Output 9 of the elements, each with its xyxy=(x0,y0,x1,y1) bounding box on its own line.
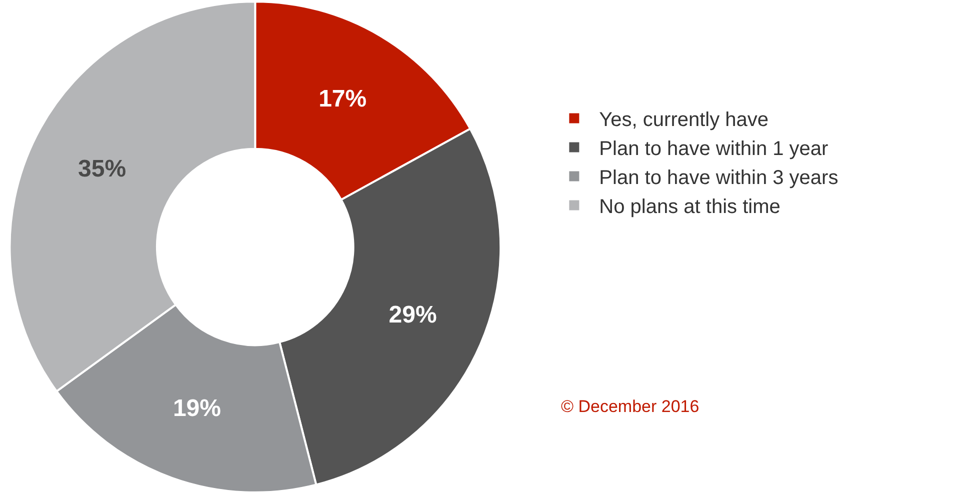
legend-label: Plan to have within 3 years xyxy=(599,167,838,190)
text: © December 2016 xyxy=(561,397,700,416)
legend-label: No plans at this time xyxy=(599,196,780,218)
legend-label: Plan to have within 1 year xyxy=(599,138,829,160)
data-label: 35% xyxy=(78,156,126,183)
data-label: 19% xyxy=(172,395,221,422)
data-label: 29% xyxy=(388,302,437,329)
data-label: 17% xyxy=(318,86,367,113)
legend-label: Yes, currently have xyxy=(599,109,769,132)
